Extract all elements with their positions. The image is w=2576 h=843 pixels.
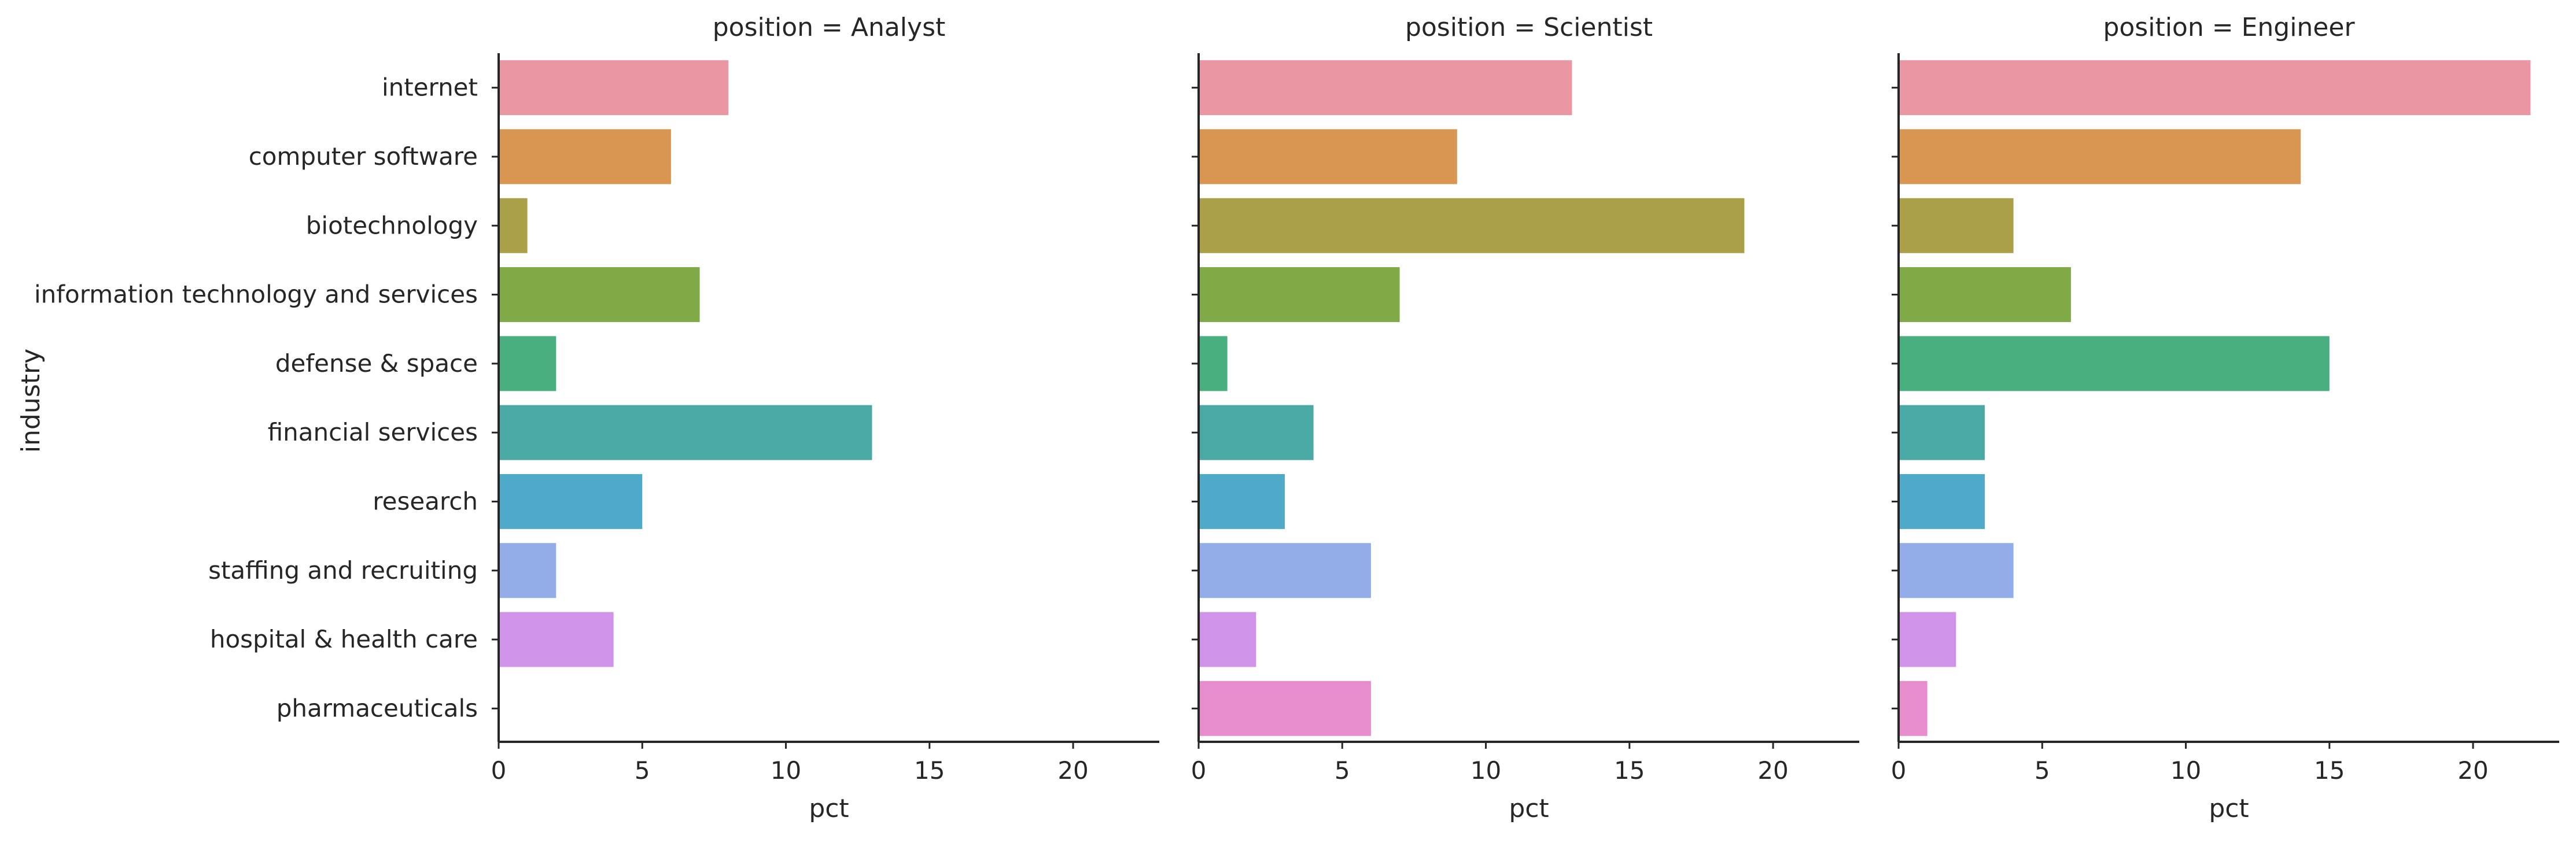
bar-scientist-staffing-and-recruiting xyxy=(1199,543,1371,598)
bar-analyst-defense-space xyxy=(499,336,557,391)
bar-analyst-staffing-and-recruiting xyxy=(499,543,557,598)
category-label-financial-services: financial services xyxy=(268,418,478,446)
bar-engineer-defense-space xyxy=(1899,336,2330,391)
facet-panel-engineer: position = Engineer 0 5 10 15 20 pct xyxy=(1891,13,2559,823)
y-axis-title: industry xyxy=(16,349,46,453)
x-tick-label: 10 xyxy=(1471,756,1501,785)
x-tick-label: 5 xyxy=(1335,756,1350,785)
category-label-hospital-health-care: hospital & health care xyxy=(210,625,478,653)
x-tick-label: 0 xyxy=(491,756,507,785)
category-label-staffing-and-recruiting: staffing and recruiting xyxy=(208,556,478,585)
bar-analyst-biotechnology xyxy=(499,198,528,253)
x-tick-label: 20 xyxy=(1057,756,1088,785)
x-tick-label: 10 xyxy=(771,756,801,785)
x-axis-title: pct xyxy=(2209,794,2249,823)
category-label-research: research xyxy=(373,487,478,515)
category-labels: internet computer software biotechnology in… xyxy=(34,73,478,723)
category-label-defense-space: defense & space xyxy=(275,349,478,378)
bar-engineer-financial-services xyxy=(1899,405,1985,460)
bar-analyst-computer-software xyxy=(499,129,671,184)
bar-scientist-hospital-health-care xyxy=(1199,612,1256,667)
category-label-pharmaceuticals: pharmaceuticals xyxy=(277,694,478,722)
x-axis-title: pct xyxy=(1509,794,1549,823)
x-tick-label: 15 xyxy=(914,756,945,785)
category-label-computer-software: computer software xyxy=(249,142,478,171)
bar-scientist-pharmaceuticals xyxy=(1199,681,1371,736)
bar-scientist-computer-software xyxy=(1199,129,1457,184)
bar-engineer-hospital-health-care xyxy=(1899,612,1956,667)
bar-analyst-financial-services xyxy=(499,405,872,460)
x-tick-label: 0 xyxy=(1191,756,1207,785)
bar-scientist-biotechnology xyxy=(1199,198,1745,253)
facet-title-scientist: position = Scientist xyxy=(1405,13,1653,42)
facet-panel-analyst: position = Analyst 0 5 10 15 20 pct xyxy=(491,13,1159,823)
x-tick-label: 10 xyxy=(2170,756,2201,785)
bar-engineer-internet xyxy=(1899,60,2531,116)
bar-scientist-internet xyxy=(1199,60,1572,116)
category-label-information-technology-and-services: information technology and services xyxy=(34,280,478,309)
bar-engineer-information-technology-and-services xyxy=(1899,267,2071,323)
x-tick-label: 5 xyxy=(635,756,650,785)
bar-analyst-research xyxy=(499,474,643,529)
x-tick-label: 15 xyxy=(2314,756,2345,785)
bar-scientist-financial-services xyxy=(1199,405,1314,460)
bar-analyst-hospital-health-care xyxy=(499,612,614,667)
x-tick-label: 20 xyxy=(1757,756,1788,785)
bar-engineer-computer-software xyxy=(1899,129,2301,184)
bar-analyst-information-technology-and-services xyxy=(499,267,700,323)
x-tick-label: 20 xyxy=(2457,756,2488,785)
bar-engineer-biotechnology xyxy=(1899,198,2014,253)
bar-scientist-research xyxy=(1199,474,1285,529)
category-label-biotechnology: biotechnology xyxy=(306,211,478,239)
facet-title-engineer: position = Engineer xyxy=(2103,13,2355,42)
bar-scientist-information-technology-and-services xyxy=(1199,267,1400,323)
bar-engineer-pharmaceuticals xyxy=(1899,681,1928,736)
bar-engineer-research xyxy=(1899,474,1985,529)
bar-scientist-defense-space xyxy=(1199,336,1228,391)
x-tick-label: 5 xyxy=(2035,756,2050,785)
x-tick-label: 15 xyxy=(1614,756,1645,785)
x-tick-label: 0 xyxy=(1891,756,1907,785)
bar-analyst-internet xyxy=(499,60,729,116)
bar-engineer-staffing-and-recruiting xyxy=(1899,543,2014,598)
facet-title-analyst: position = Analyst xyxy=(713,13,946,42)
category-label-internet: internet xyxy=(382,73,478,102)
x-axis-title: pct xyxy=(809,794,849,823)
facet-panel-scientist: position = Scientist 0 5 10 15 20 pct xyxy=(1191,13,1859,823)
